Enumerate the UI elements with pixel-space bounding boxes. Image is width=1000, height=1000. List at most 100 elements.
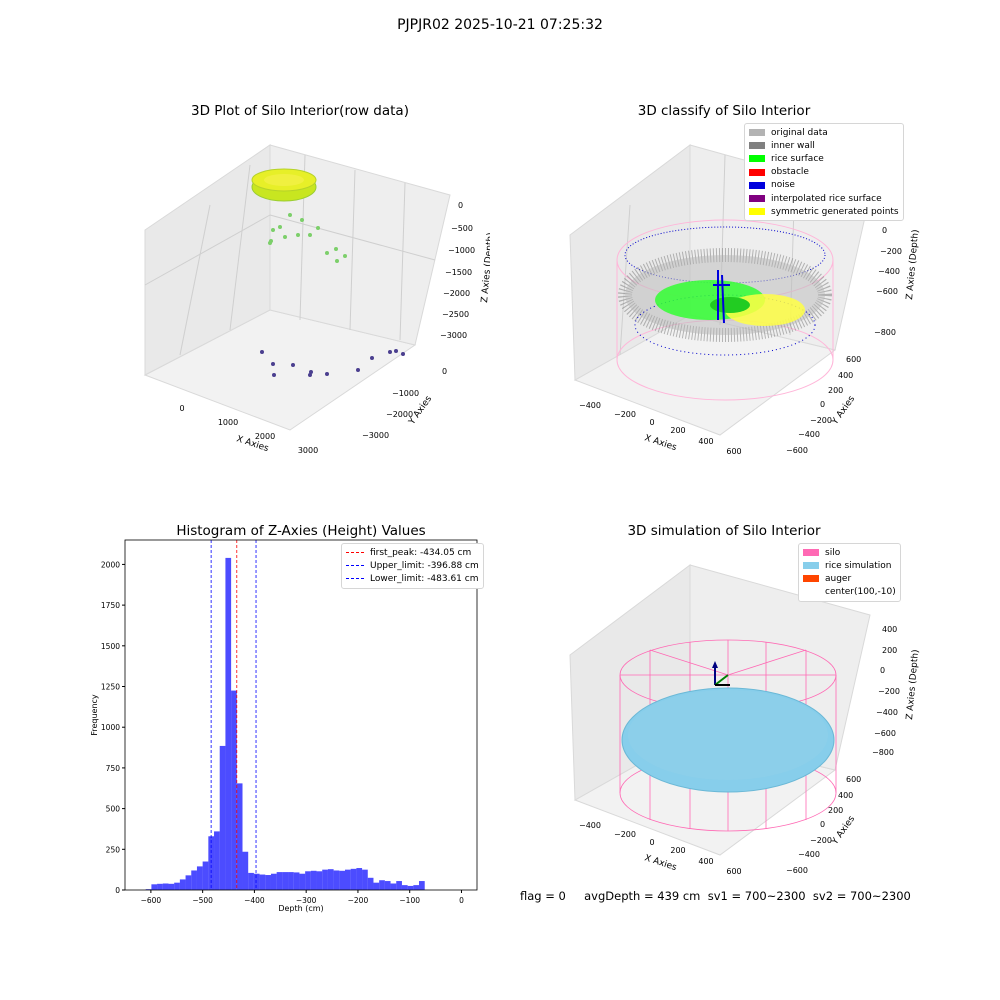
histogram-bar	[282, 872, 289, 890]
histogram-title: Histogram of Z-Axies (Height) Values	[176, 523, 426, 539]
raw-y-ticks: 0 −1000 −2000 −3000	[362, 367, 447, 440]
status-footer: flag = 0 avgDepth = 439 cm sv1 = 700~230…	[520, 889, 911, 903]
legend-item: silo	[803, 546, 896, 559]
svg-text:0: 0	[649, 418, 654, 427]
histogram-frame	[124, 539, 478, 891]
raw-axes-box	[143, 144, 451, 431]
svg-text:−200: −200	[810, 836, 832, 845]
simulation-x-ticks: −400 −200 0 200 400 600	[579, 821, 742, 876]
histogram-bar	[373, 882, 380, 890]
legend-line	[346, 565, 364, 567]
svg-text:−600: −600	[876, 287, 898, 296]
svg-text:−500: −500	[451, 224, 473, 233]
histogram-y-ticks: 0 250 500 750 1000 1250 1500 1750 2000	[101, 560, 125, 895]
svg-text:400: 400	[838, 371, 853, 380]
svg-text:600: 600	[726, 447, 741, 456]
histogram-bar	[384, 881, 391, 890]
legend-line	[346, 552, 364, 554]
histogram-bar	[162, 883, 169, 890]
legend-swatch	[749, 195, 765, 203]
histogram-bar	[236, 783, 243, 890]
histogram-bar	[219, 745, 226, 890]
svg-text:−2000: −2000	[386, 410, 413, 419]
histogram-bar	[379, 880, 385, 890]
simulation-3d-plot[interactable]: −400 −200 0 200 400 600 X Axies 600 400 …	[560, 555, 920, 885]
legend-item: original data	[749, 126, 899, 139]
simulation-x-label: X Axies	[643, 853, 678, 873]
histogram-bar	[202, 861, 209, 890]
histogram-bar	[305, 871, 311, 890]
svg-text:400: 400	[698, 857, 713, 866]
svg-text:0: 0	[649, 838, 654, 847]
svg-text:0: 0	[179, 404, 184, 413]
svg-text:−600: −600	[874, 729, 896, 738]
svg-text:−200: −200	[878, 687, 900, 696]
y-tick-label: 1750	[101, 601, 120, 610]
simulation-plot-title: 3D simulation of Silo Interior	[627, 523, 821, 539]
histogram-bar	[350, 868, 357, 890]
legend-swatch	[803, 589, 819, 596]
classify-surface	[655, 280, 805, 326]
svg-text:200: 200	[828, 806, 843, 815]
svg-text:400: 400	[838, 791, 853, 800]
y-tick-label: 250	[106, 845, 121, 854]
y-tick-label: 500	[106, 805, 121, 814]
raw-3d-plot[interactable]: 0 1000 2000 3000 X Axies 0 −1000 −2000 −…	[130, 135, 490, 455]
classify-y-ticks: 600 400 200 0 −200 −400 −600	[786, 355, 861, 455]
histogram-bar	[396, 881, 402, 890]
figure-title: PJPJR02 2025-10-21 07:25:32	[397, 17, 603, 33]
svg-text:−3000: −3000	[362, 431, 389, 440]
histogram-chart[interactable]: −600 −500 −400 −300 −200 −100 0 0 250 500 750 1000…	[80, 535, 490, 925]
svg-text:−1000: −1000	[392, 389, 419, 398]
svg-text:−400: −400	[798, 850, 820, 859]
histogram-bar	[293, 872, 300, 890]
histogram-legend: first_peak: -434.05 cm Upper_limit: -396…	[341, 543, 484, 589]
legend-item: auger	[803, 572, 896, 585]
legend-item: rice simulation	[803, 559, 896, 572]
legend-swatch	[749, 142, 765, 150]
svg-text:−600: −600	[786, 446, 808, 455]
legend-swatch	[803, 575, 819, 583]
classify-3d-plot[interactable]: −400 −200 0 200 400 600 X Axies 600 400 …	[560, 135, 920, 460]
legend-item: noise	[749, 179, 899, 192]
raw-plot-title: 3D Plot of Silo Interior(row data)	[191, 103, 409, 119]
svg-text:−2000: −2000	[443, 289, 470, 298]
legend-swatch	[749, 208, 765, 216]
svg-text:600: 600	[726, 867, 741, 876]
svg-text:−200: −200	[880, 247, 902, 256]
histogram-bar	[413, 885, 420, 890]
svg-text:−1000: −1000	[448, 246, 475, 255]
svg-text:200: 200	[670, 846, 685, 855]
simulation-silo-wireframe	[619, 639, 837, 832]
svg-text:0: 0	[442, 367, 447, 376]
histogram-bar	[419, 881, 425, 890]
histogram-bar	[316, 871, 323, 890]
histogram-bar	[390, 883, 397, 890]
histogram-bar	[157, 883, 163, 890]
histogram-bar	[225, 557, 232, 890]
histogram-bar	[270, 873, 277, 890]
y-tick-label: 2000	[101, 560, 120, 569]
simulation-z-label: Z Axies (Depth)	[905, 649, 920, 720]
svg-text:200: 200	[828, 386, 843, 395]
legend-item: Upper_limit: -396.88 cm	[346, 559, 479, 572]
svg-text:−400: −400	[798, 430, 820, 439]
raw-x-ticks: 0 1000 2000 3000	[179, 404, 318, 455]
svg-text:−2500: −2500	[442, 310, 469, 319]
classify-legend: original data inner wall rice surface ob…	[744, 123, 904, 222]
svg-text:−400: −400	[579, 401, 601, 410]
legend-swatch	[803, 549, 819, 557]
svg-text:−800: −800	[874, 328, 896, 337]
svg-text:3000: 3000	[298, 446, 318, 455]
x-tick-label: 0	[459, 896, 464, 905]
histogram-bar	[327, 869, 334, 890]
histogram-bar	[185, 875, 192, 890]
svg-text:0: 0	[880, 666, 885, 675]
histogram-bar	[339, 870, 345, 890]
histogram-bar	[356, 868, 363, 890]
y-tick-label: 0	[115, 886, 120, 895]
histogram-bar	[299, 873, 306, 890]
auger-icon	[712, 661, 730, 686]
raw-z-ticks: 0 −500 −1000 −1500 −2000 −2500 −3000	[440, 201, 475, 340]
svg-text:0: 0	[820, 400, 825, 409]
